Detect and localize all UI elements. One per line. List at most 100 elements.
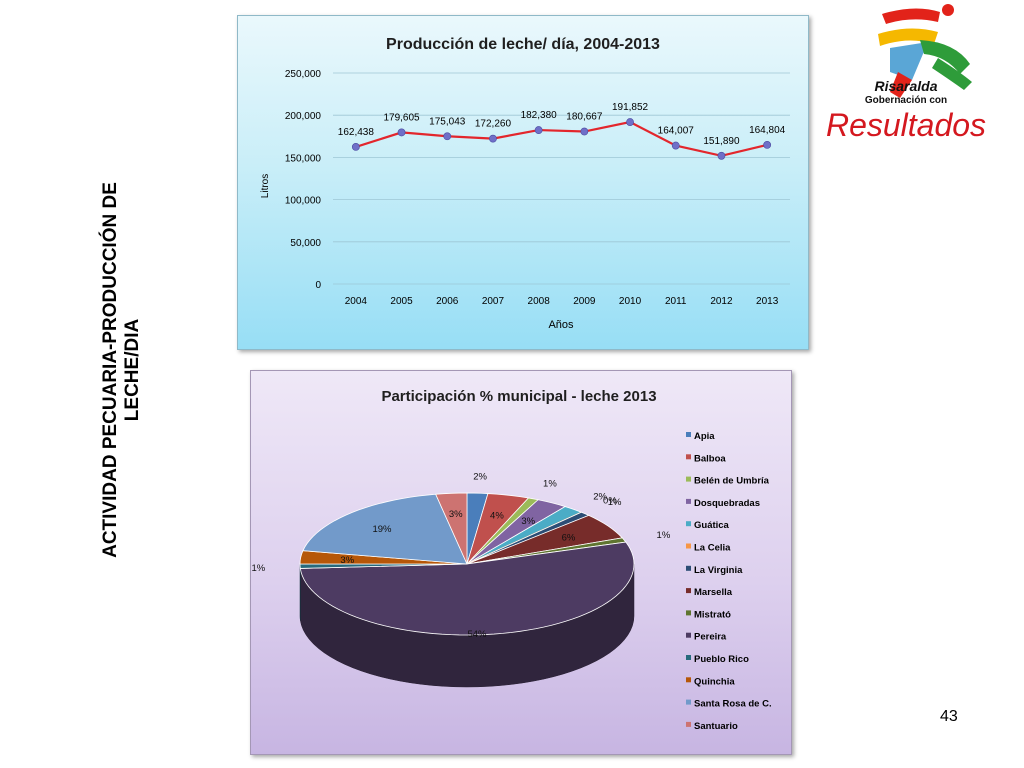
logo-line1: Risaralda: [874, 78, 937, 94]
y-tick-label: 150,000: [285, 153, 322, 164]
pie-data-label: 1%: [543, 479, 557, 490]
pie-slice: [302, 493, 468, 565]
pie-chart-title: Participación % municipal - leche 2013: [381, 388, 656, 405]
legend-label: Marsella: [694, 587, 733, 598]
y-tick-label: 250,000: [285, 69, 322, 80]
pie-chart-panel: Participación % municipal - leche 2013 2…: [250, 370, 792, 755]
legend-swatch: [686, 610, 691, 616]
pie-data-label: 2%: [473, 471, 487, 482]
data-label: 182,380: [521, 110, 558, 121]
pie-data-label: 19%: [372, 524, 392, 535]
legend-swatch: [686, 655, 691, 660]
x-tick-label: 2005: [390, 296, 413, 307]
pie-data-label: 54%: [467, 629, 487, 640]
pie-slice: [466, 514, 624, 565]
legend-label: Balboa: [694, 453, 726, 464]
series-line: [355, 120, 768, 157]
pie-data-label: 6%: [562, 533, 576, 544]
legend-swatch: [686, 565, 691, 571]
legend-label: Quinchia: [694, 676, 735, 687]
y-tick-label: 50,000: [290, 238, 321, 249]
x-tick-label: 2010: [619, 296, 642, 307]
side-title: ACTIVIDAD PECUARIA-PRODUCCIÓN DE LECHE/D…: [100, 110, 160, 630]
pie-data-label: 4%: [490, 510, 504, 521]
legend-swatch: [686, 699, 691, 705]
pie-slice: [435, 492, 468, 565]
legend-swatch: [686, 521, 691, 527]
legend-label: Pereira: [694, 632, 727, 643]
data-point: [351, 143, 360, 151]
line-chart-title: Producción de leche/ día, 2004-2013: [386, 36, 660, 53]
data-point: [580, 127, 589, 136]
data-label: 179,605: [383, 112, 420, 123]
logo-line3: Resultados: [826, 107, 986, 143]
y-tick-label: 0: [315, 280, 321, 291]
data-point: [397, 128, 406, 137]
line-chart: Producción de leche/ día, 2004-2013 0 50,…: [260, 36, 790, 331]
x-tick-label: 2012: [710, 296, 733, 307]
legend-label: Santa Rosa de C.: [694, 699, 772, 710]
legend-swatch: [686, 498, 691, 504]
data-point: [671, 141, 680, 150]
data-label: 164,007: [658, 126, 695, 137]
slide-number: 43: [940, 708, 958, 725]
x-tick-label: 2006: [436, 296, 459, 307]
pie-data-label: 3%: [340, 555, 354, 566]
pie-slice: [299, 541, 635, 636]
pie-data-label: 1%: [657, 530, 671, 541]
logo-line2: Gobernación con: [865, 95, 947, 106]
gobernacion-logo: Risaralda Gobernación con Resultados: [826, 4, 986, 143]
legend-label: La Virginia: [694, 565, 743, 576]
legend-label: Apia: [694, 431, 715, 442]
pie-data-label: 1%: [251, 563, 265, 574]
pie-chart: Participación % municipal - leche 2013 2…: [251, 388, 772, 732]
y-tick-label: 200,000: [285, 111, 322, 122]
legend-swatch: [686, 543, 691, 549]
x-tick-label: 2009: [573, 296, 596, 307]
legend-label: Guática: [694, 520, 730, 531]
data-point: [489, 134, 497, 143]
legend-swatch: [686, 454, 691, 460]
pie-data-label: 0%: [603, 495, 617, 506]
data-label: 172,260: [475, 119, 512, 130]
y-axis-label: Litros: [260, 174, 271, 198]
y-tick-label: 100,000: [285, 196, 322, 207]
side-title-line2: LECHE/DIA: [122, 318, 143, 422]
legend-label: Dosquebradas: [694, 498, 760, 509]
legend-label: La Celia: [694, 543, 731, 554]
x-tick-label: 2007: [482, 296, 505, 307]
data-label: 151,890: [703, 136, 740, 147]
x-tick-label: 2008: [528, 296, 551, 307]
x-axis-label: Años: [548, 319, 574, 331]
x-tick-label: 2004: [345, 296, 368, 307]
legend-label: Mistrató: [694, 609, 731, 620]
pie-data-label: 3%: [449, 509, 463, 520]
data-label: 191,852: [612, 102, 649, 113]
legend-swatch: [686, 476, 691, 482]
x-tick-label: 2013: [756, 296, 779, 307]
legend-swatch: [686, 677, 691, 683]
pie-data-label: 3%: [521, 516, 535, 527]
legend-swatch: [686, 632, 691, 638]
data-point: [763, 141, 772, 149]
data-point: [626, 118, 634, 126]
legend-swatch: [686, 588, 691, 594]
legend-label: Pueblo Rico: [694, 654, 749, 665]
pie-slice: [466, 493, 530, 565]
line-chart-panel: Producción de leche/ día, 2004-2013 0 50,…: [237, 15, 809, 350]
runner-figure-icon: [878, 4, 972, 98]
side-title-line1: ACTIVIDAD PECUARIA-PRODUCCIÓN DE: [100, 182, 121, 558]
data-label: 164,804: [749, 125, 786, 136]
legend-label: Belén de Umbría: [694, 476, 770, 487]
data-point: [534, 126, 543, 134]
pie-data-label: 2%: [593, 492, 607, 503]
data-label: 162,438: [338, 127, 375, 138]
data-point: [717, 151, 726, 160]
data-point: [443, 132, 452, 141]
data-label: 180,667: [566, 112, 603, 123]
legend-label: Santuario: [694, 721, 738, 732]
x-tick-label: 2011: [665, 296, 687, 307]
legend-swatch: [686, 432, 691, 437]
data-label: 175,043: [429, 116, 466, 127]
legend-swatch: [686, 721, 691, 727]
